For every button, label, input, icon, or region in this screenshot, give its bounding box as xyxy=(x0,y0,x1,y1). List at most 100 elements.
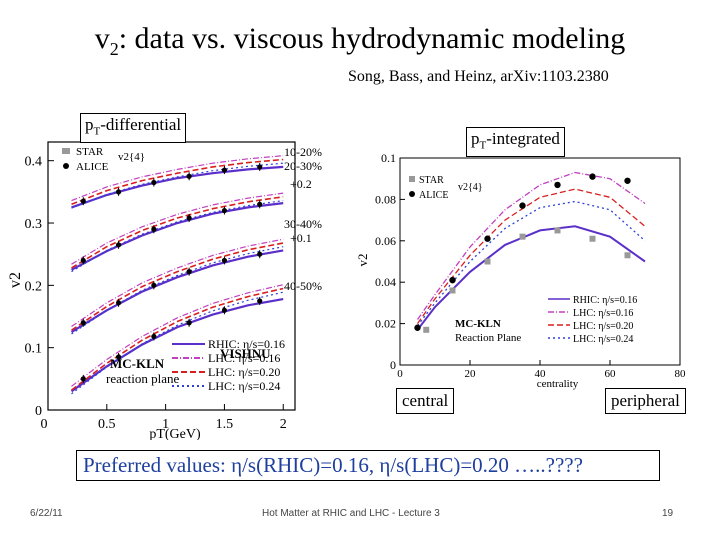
left-alice-point xyxy=(257,251,263,257)
right-legend-star: STAR xyxy=(419,175,444,186)
right-star-point xyxy=(484,258,491,265)
left-alice-point xyxy=(80,376,86,382)
left-series-line-lhc024 xyxy=(71,200,284,273)
right-alice-point xyxy=(554,181,561,189)
left-series-line-lhc016 xyxy=(71,155,284,202)
left-series-line-lhc024 xyxy=(71,291,284,395)
left-series-line xyxy=(70,249,284,334)
right-alice-point xyxy=(519,202,526,209)
left-alice-point xyxy=(186,269,192,275)
right-star-point xyxy=(449,287,456,294)
right-x-tick-label: 60 xyxy=(605,368,617,380)
left-legend-title: v2{4} xyxy=(118,151,145,163)
left-alice-point xyxy=(115,300,122,306)
left-alice-point xyxy=(186,320,192,326)
left-centrality-label: 30-40% xyxy=(284,217,322,231)
left-alice-point xyxy=(221,167,228,173)
right-legend-entry: RHIC: η/s=0.16 xyxy=(573,295,637,306)
left-y-tick-label: 0 xyxy=(35,404,42,419)
left-reaction-plane-label: reaction plane xyxy=(106,371,179,386)
right-y-tick-label: 0 xyxy=(390,358,396,372)
slide-title: v2: data vs. viscous hydrodynamic modeli… xyxy=(94,22,626,59)
right-star-point xyxy=(423,326,430,333)
left-alice-point xyxy=(151,333,157,340)
left-y-tick-label: 0.2 xyxy=(25,279,43,294)
right-reaction-plane-label: Reaction Plane xyxy=(455,332,521,344)
left-series-line xyxy=(71,242,284,331)
right-x-tick-label: 20 xyxy=(465,368,477,380)
left-alice-point xyxy=(115,189,122,195)
right-alice-point xyxy=(449,276,456,284)
left-model-label: VISHNU xyxy=(220,346,271,361)
left-x-tick-label: 1.5 xyxy=(216,417,234,432)
right-y-tick-label: 0.04 xyxy=(375,275,396,289)
right-mc-kln-label: MC-KLN xyxy=(455,318,501,330)
right-alice-point xyxy=(414,324,421,331)
left-alice-point xyxy=(80,320,86,326)
left-alice-point xyxy=(80,257,86,264)
left-centrality-label: 20-30% xyxy=(284,159,322,173)
right-x-tick-label: 40 xyxy=(535,368,547,380)
left-alice-point xyxy=(257,164,263,170)
left-legend-entry: LHC: η/s=0.20 xyxy=(208,365,280,379)
left-alice-point xyxy=(257,201,263,207)
left-centrality-label: 40-50% xyxy=(284,279,322,293)
left-y-tick-label: 0.1 xyxy=(25,342,43,357)
right-y-tick-label: 0.06 xyxy=(375,234,396,248)
pt-differential-box: pT-differential xyxy=(80,113,187,144)
footer-title: Hot Matter at RHIC and LHC - Lecture 3 xyxy=(262,508,440,519)
left-series-line xyxy=(71,287,284,391)
left-alice-point xyxy=(151,226,157,232)
citation: Song, Bass, and Heinz, arXiv:1103.2380 xyxy=(348,68,609,85)
left-alice-point xyxy=(221,207,228,214)
right-star-point xyxy=(519,233,526,240)
left-series-line xyxy=(70,298,284,393)
right-series-line xyxy=(416,171,646,320)
left-y-tick-label: 0.3 xyxy=(25,217,43,232)
left-x-tick-label: 2 xyxy=(280,417,287,432)
right-series-line xyxy=(416,200,646,327)
left-legend-alice-marker xyxy=(63,163,69,169)
right-y-tick-label: 0.1 xyxy=(381,151,396,165)
right-x-axis-label: centrality xyxy=(537,378,579,390)
left-series-line-lhc016 xyxy=(71,192,284,265)
central-box: central xyxy=(396,388,455,414)
left-legend-alice: ALICE xyxy=(76,161,109,173)
left-legend-entry: RHIC: η/s=0.16 xyxy=(208,337,285,351)
left-alice-point xyxy=(186,215,192,221)
right-legend-entry: LHC: η/s=0.20 xyxy=(573,321,633,332)
right-x-tick-label: 0 xyxy=(397,368,403,380)
left-series-line xyxy=(71,158,284,206)
peripheral-box: peripheral xyxy=(605,388,686,414)
left-mc-kln-label: MC-KLN xyxy=(110,356,165,371)
left-legend-star-marker xyxy=(62,148,70,154)
left-alice-point xyxy=(151,179,157,186)
left-series-line xyxy=(71,196,284,269)
right-star-point xyxy=(624,252,631,259)
left-legend-entry: LHC: η/s=0.16 xyxy=(208,351,280,365)
pt-integrated-plot: 0.1 0.08 0.06 0.04 0.02 00 20 40 60 80 v2 centralit… xyxy=(355,151,686,390)
left-series-line-lhc016 xyxy=(71,284,284,387)
right-alice-point xyxy=(589,173,596,180)
left-alice-point xyxy=(80,198,86,204)
left-alice-point xyxy=(115,242,122,248)
right-alice-point xyxy=(484,235,491,242)
left-series-line-lhc024 xyxy=(71,162,284,209)
left-legend-entry: LHC: η/s=0.24 xyxy=(208,379,280,393)
left-centrality-label: +0.1 xyxy=(290,231,312,245)
right-legend-entry: LHC: η/s=0.16 xyxy=(573,308,633,319)
footer-page-number: 19 xyxy=(662,508,674,519)
left-x-tick-label: 0.5 xyxy=(98,417,116,432)
left-alice-point xyxy=(257,298,263,304)
right-legend-alice-marker xyxy=(409,191,415,197)
left-alice-point xyxy=(221,257,228,264)
pt-differential-plot: 0.4 0.3 0.2 0.1 0 0.5 1 1.5 2 0 v2 pT(GeV) STAR ALIC… xyxy=(7,141,322,440)
right-legend-title: v2{4} xyxy=(458,182,483,193)
pt-integrated-box: pT-integrated xyxy=(466,127,565,158)
right-legend-alice: ALICE xyxy=(419,190,448,201)
left-y-axis-label: v2 xyxy=(7,272,24,288)
left-alice-point xyxy=(151,282,157,288)
left-centrality-label: +0.2 xyxy=(290,177,312,191)
left-x-tick-label: 1 xyxy=(162,417,169,432)
